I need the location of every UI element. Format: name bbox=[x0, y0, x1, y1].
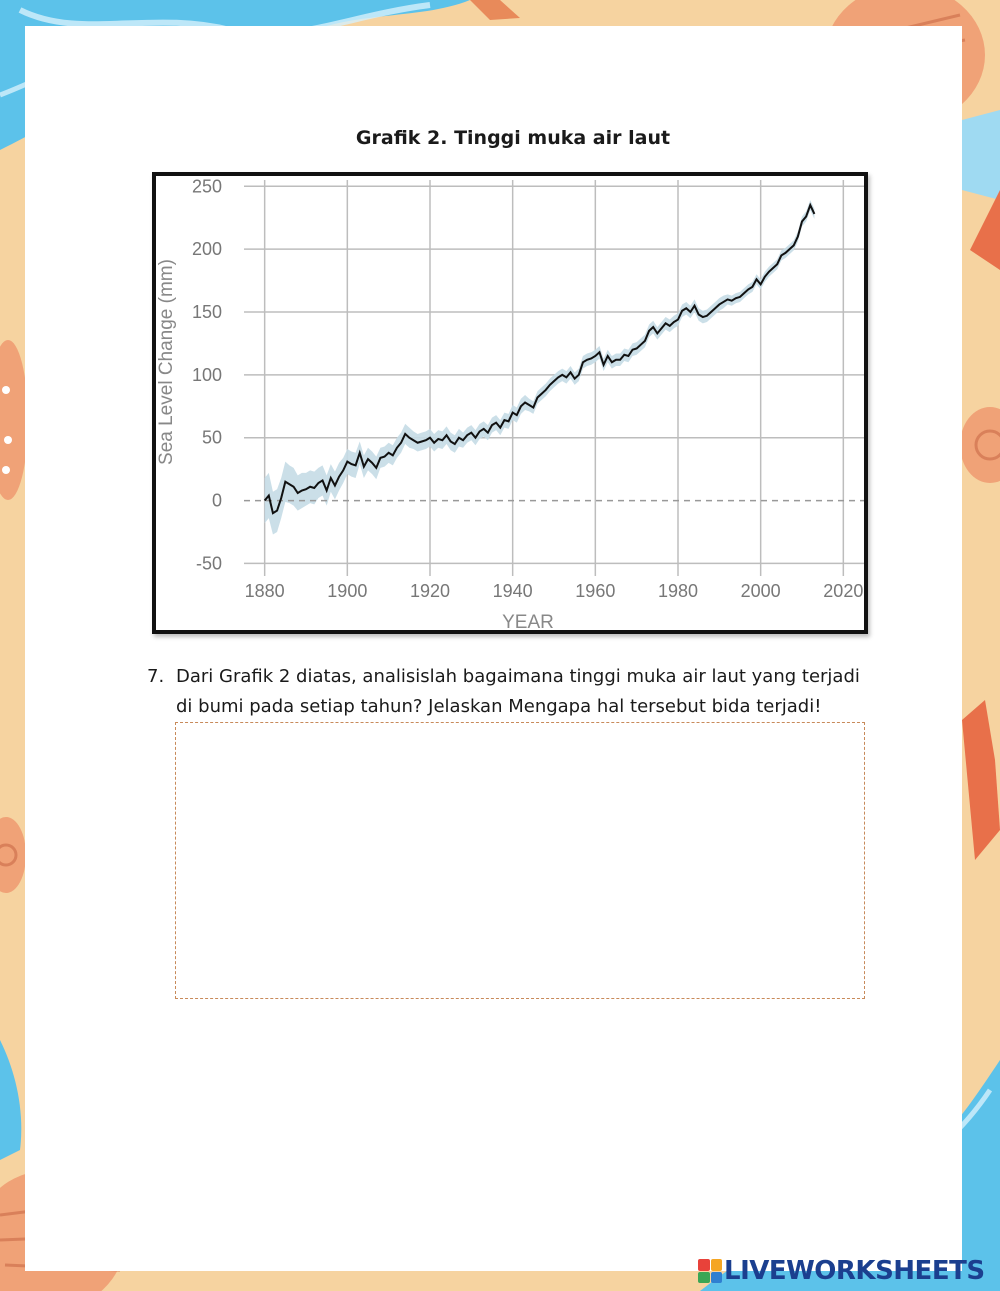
x-tick-label: 1940 bbox=[493, 581, 533, 601]
left-spiral-shell-icon bbox=[0, 817, 26, 893]
right-spiral-shell-icon bbox=[960, 407, 1000, 483]
y-tick-label: 0 bbox=[212, 491, 222, 511]
y-axis-label: Sea Level Change (mm) bbox=[156, 259, 177, 465]
logo-text: LIVEWORKSHEETS bbox=[724, 1256, 985, 1286]
x-tick-label: 2000 bbox=[741, 581, 781, 601]
sea-level-chart: 1880 1900 1920 1940 1960 1980 2000 2020 -50 0 50 10… bbox=[156, 176, 864, 630]
x-tick-label: 2020 bbox=[823, 581, 863, 601]
right-starfish-icon bbox=[962, 700, 1000, 860]
right-starfish-top-icon bbox=[970, 190, 1000, 270]
left-water-wave bbox=[0, 1040, 22, 1160]
y-tick-label: 200 bbox=[192, 239, 222, 259]
top-starfish-icon bbox=[470, 0, 520, 20]
sea-level-line bbox=[263, 202, 816, 515]
y-tick-label: 50 bbox=[202, 428, 222, 448]
chart-frame: 1880 1900 1920 1940 1960 1980 2000 2020 -50 0 50 10… bbox=[152, 172, 868, 634]
x-tick-label: 1960 bbox=[575, 581, 615, 601]
x-tick-label: 1920 bbox=[410, 581, 450, 601]
logo-mark-icon bbox=[698, 1259, 722, 1283]
chart-title: Grafik 2. Tinggi muka air laut bbox=[355, 127, 671, 149]
y-tick-label: 100 bbox=[192, 365, 222, 385]
question-text: Dari Grafik 2 diatas, analisislah bagaim… bbox=[176, 666, 860, 717]
x-tick-label: 1900 bbox=[327, 581, 367, 601]
question-number: 7. bbox=[147, 666, 165, 687]
liveworksheets-logo: LIVEWORKSHEETS bbox=[698, 1255, 985, 1287]
x-tick-label: 1880 bbox=[245, 581, 285, 601]
right-water-top bbox=[962, 110, 1000, 200]
y-tick-label: -50 bbox=[196, 553, 222, 573]
y-tick-label: 150 bbox=[192, 302, 222, 322]
x-axis-label: YEAR bbox=[502, 612, 554, 630]
answer-textbox[interactable] bbox=[175, 722, 865, 999]
y-tick-label: 250 bbox=[192, 176, 222, 196]
left-shell-icon bbox=[0, 340, 28, 500]
x-tick-label: 1980 bbox=[658, 581, 698, 601]
